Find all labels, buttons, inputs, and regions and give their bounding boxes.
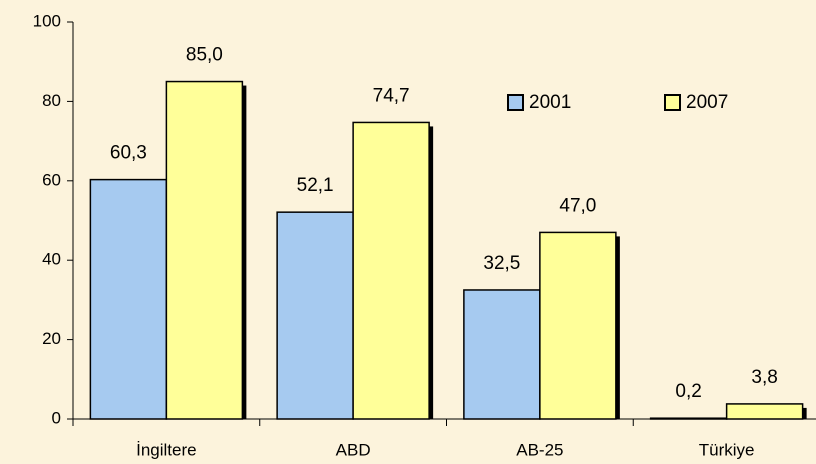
y-tick-label: 60 <box>42 170 61 189</box>
legend-label: 2007 <box>686 92 728 113</box>
value-label: 3,8 <box>751 367 777 388</box>
y-tick-label: 40 <box>42 250 61 269</box>
x-tick-label: Türkiye <box>699 440 755 459</box>
y-tick-label: 20 <box>42 329 61 348</box>
value-label: 85,0 <box>186 45 223 66</box>
legend-label: 2001 <box>529 92 571 113</box>
x-tick-label: AB-25 <box>516 440 563 459</box>
legend-swatch <box>507 94 524 111</box>
value-label: 60,3 <box>110 143 147 164</box>
bar <box>725 403 804 420</box>
bar <box>539 231 617 420</box>
bar <box>649 417 728 420</box>
bar <box>165 80 244 420</box>
value-label: 74,7 <box>373 85 410 106</box>
y-tick-label: 80 <box>42 91 61 110</box>
value-label: 52,1 <box>297 175 334 196</box>
y-tick-label: 0 <box>52 408 61 427</box>
x-tick-label: İngiltere <box>136 440 196 459</box>
value-label: 0,2 <box>675 381 701 402</box>
y-tick-label: 100 <box>33 11 61 30</box>
value-label: 32,5 <box>483 253 520 274</box>
value-label: 47,0 <box>559 195 596 216</box>
bar <box>352 121 430 420</box>
legend-swatch <box>664 94 681 111</box>
bar <box>89 178 168 420</box>
bar <box>463 289 541 420</box>
bar <box>276 211 354 420</box>
x-tick-label: ABD <box>336 440 371 459</box>
